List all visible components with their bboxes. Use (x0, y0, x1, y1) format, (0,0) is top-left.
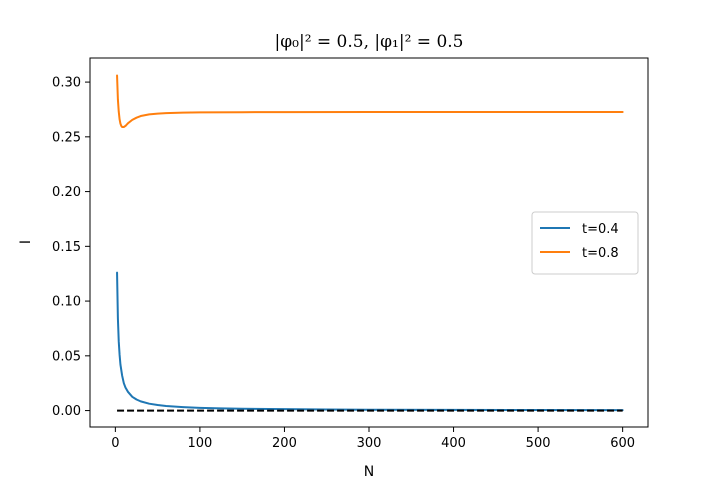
x-tick-label: 100 (187, 436, 212, 451)
y-tick-label: 0.00 (52, 404, 81, 419)
x-tick-label: 300 (357, 436, 382, 451)
chart-title: |φ₀|² = 0.5, |φ₁|² = 0.5 (275, 32, 464, 52)
y-tick-label: 0.15 (52, 240, 81, 255)
legend-label: t=0.4 (582, 222, 619, 237)
series-layer (116, 74, 624, 412)
legend-label: t=0.8 (582, 246, 619, 261)
series-line-t-0-4 (116, 271, 624, 412)
x-tick-label: 400 (441, 436, 466, 451)
legend: t=0.4 t=0.8 (531, 211, 639, 275)
x-tick-label: 200 (272, 436, 297, 451)
y-tick-label: 0.30 (52, 76, 81, 91)
series-line-t-0-8 (116, 74, 624, 128)
x-tick-label: 600 (610, 436, 635, 451)
y-tick-label: 0.10 (52, 295, 81, 310)
y-tick-label: 0.25 (52, 130, 81, 145)
x-tick-label: 500 (526, 436, 551, 451)
y-axis-label: I (18, 240, 34, 244)
x-tick-label: 0 (111, 436, 119, 451)
x-axis-ticks: 0 100 200 300 400 500 600 (111, 427, 635, 451)
y-tick-label: 0.05 (52, 349, 81, 364)
x-axis-label: N (364, 464, 374, 480)
y-tick-label: 0.20 (52, 185, 81, 200)
y-axis-ticks: 0.00 0.05 0.10 0.15 0.20 0.25 0.30 (52, 76, 90, 419)
